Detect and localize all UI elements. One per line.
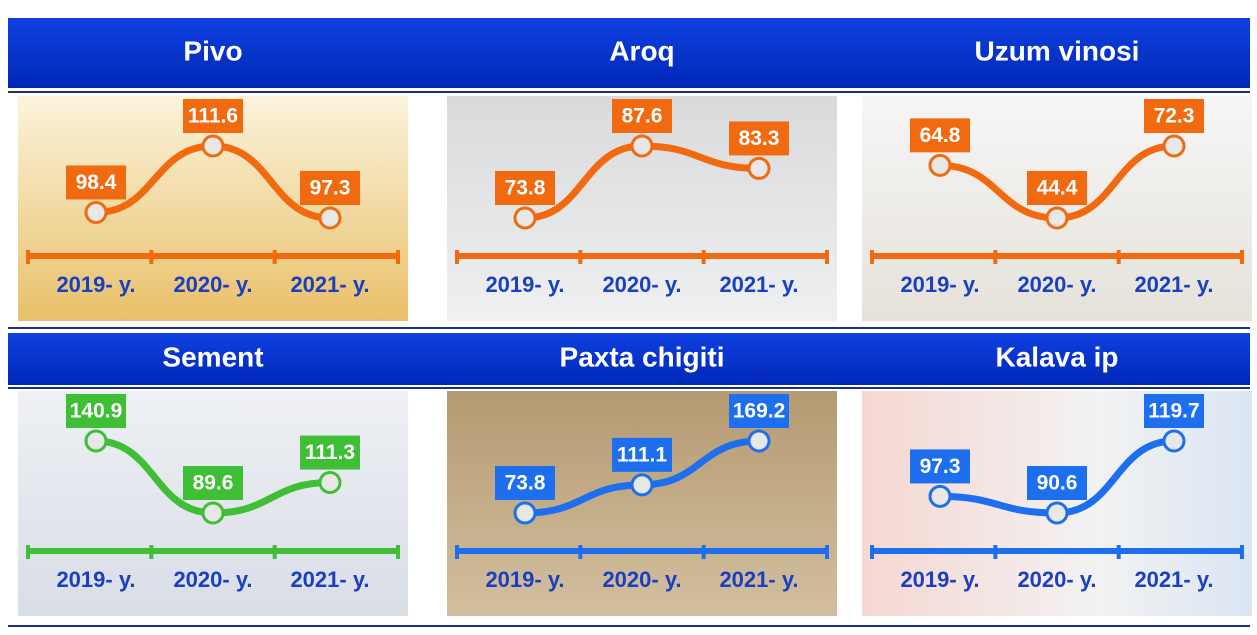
x-tick-label: 2019- y. [900, 272, 979, 297]
chart-title: Uzum vinosi [975, 35, 1140, 66]
x-tick-label: 2020- y. [173, 272, 252, 297]
x-tick-label: 2019- y. [485, 567, 564, 592]
point [320, 473, 340, 493]
chart-title: Pivo [183, 35, 242, 66]
value-label: 73.8 [505, 472, 546, 495]
value-label: 73.8 [505, 177, 546, 200]
value-label: 111.3 [305, 441, 355, 464]
value-label: 89.6 [193, 472, 234, 495]
point [86, 431, 106, 451]
x-tick-label: 2021- y. [719, 567, 798, 592]
x-tick-label: 2021- y. [1134, 567, 1213, 592]
value-label: 44.4 [1037, 177, 1078, 200]
x-tick-label: 2021- y. [290, 567, 369, 592]
x-tick-label: 2019- y. [56, 567, 135, 592]
x-tick-label: 2019- y. [56, 272, 135, 297]
chart-title: Paxta chigiti [560, 341, 725, 372]
point [1164, 431, 1184, 451]
value-label: 72.3 [1154, 105, 1195, 128]
point [930, 486, 950, 506]
point [749, 431, 769, 451]
value-label: 140.9 [70, 400, 123, 423]
x-tick-label: 2020- y. [602, 567, 681, 592]
x-tick-label: 2021- y. [290, 272, 369, 297]
slide: Pivo 2019- y. 2020- y. 2021- y. 98.4 111.6 97.… [0, 0, 1257, 630]
point [1047, 208, 1067, 228]
value-label: 64.8 [920, 124, 961, 147]
value-label: 87.6 [622, 105, 663, 128]
value-label: 98.4 [76, 171, 117, 194]
value-label: 119.7 [1148, 400, 1199, 423]
value-label: 83.3 [739, 127, 780, 150]
x-tick-label: 2019- y. [485, 272, 564, 297]
chart-title: Sement [162, 341, 263, 372]
point [1047, 503, 1067, 523]
value-label: 90.6 [1037, 472, 1078, 495]
value-label: 111.1 [617, 443, 668, 466]
point [86, 202, 106, 222]
x-tick-label: 2019- y. [900, 567, 979, 592]
point [203, 136, 223, 156]
x-tick-label: 2020- y. [602, 272, 681, 297]
x-tick-label: 2021- y. [719, 272, 798, 297]
value-label: 169.2 [733, 400, 786, 423]
point [1164, 136, 1184, 156]
chart-title: Aroq [609, 35, 674, 66]
point [749, 158, 769, 178]
point [203, 503, 223, 523]
point [930, 155, 950, 175]
point [515, 208, 535, 228]
point [632, 475, 652, 495]
point [320, 208, 340, 228]
value-label: 111.6 [188, 105, 238, 128]
value-label: 97.3 [310, 177, 351, 200]
point [632, 136, 652, 156]
point [515, 503, 535, 523]
x-tick-label: 2020- y. [1017, 272, 1096, 297]
x-tick-label: 2021- y. [1134, 272, 1213, 297]
value-label: 97.3 [920, 455, 961, 478]
chart-title: Kalava ip [996, 341, 1119, 372]
x-tick-label: 2020- y. [1017, 567, 1096, 592]
x-tick-label: 2020- y. [173, 567, 252, 592]
